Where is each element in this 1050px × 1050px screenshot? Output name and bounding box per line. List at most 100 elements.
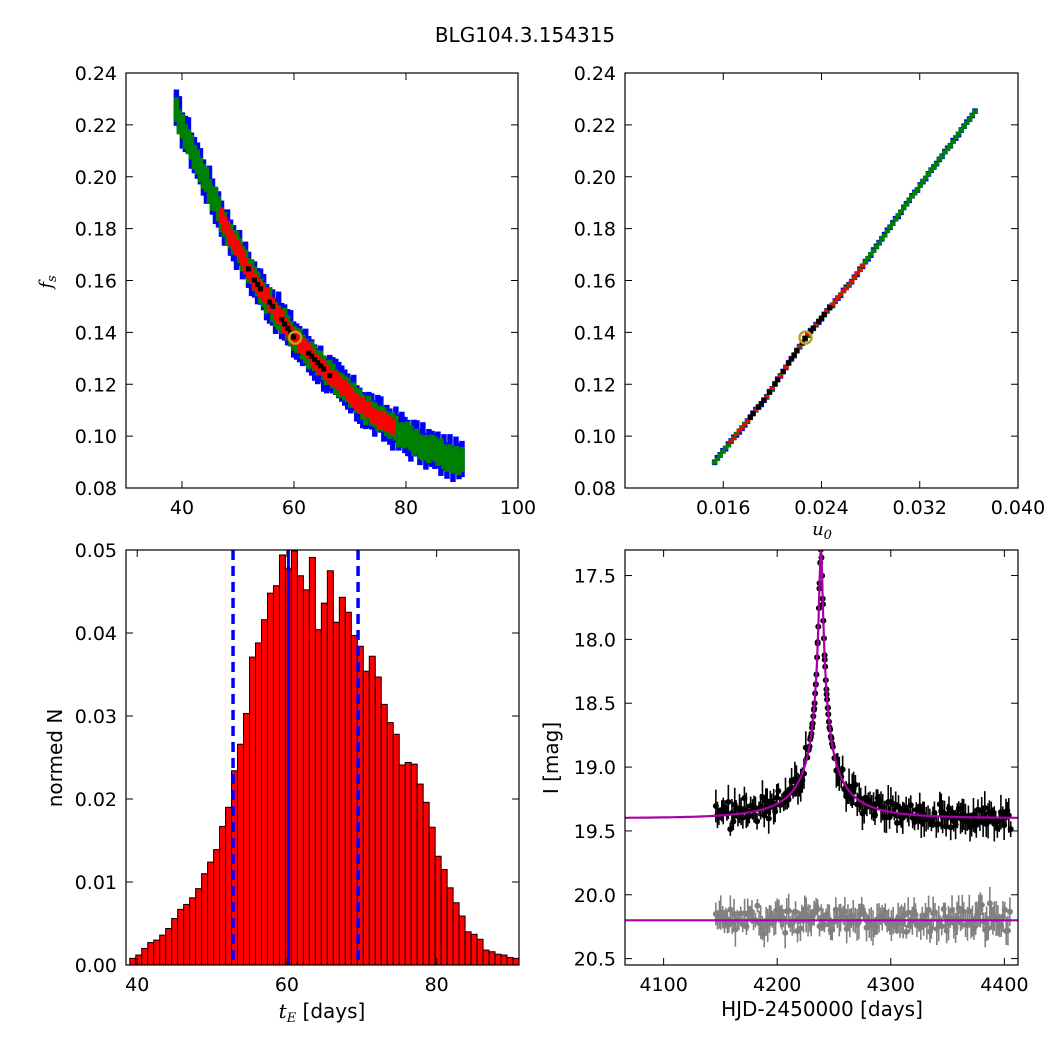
p2-inner-contour-cell — [733, 432, 740, 436]
p2-core-cell — [761, 397, 767, 403]
p1-core-cell — [267, 299, 273, 305]
p4-xtick-label: 4200 — [753, 974, 801, 996]
p1-middle-contour-cell — [405, 421, 411, 447]
data-point — [894, 819, 901, 826]
p1-core-cell — [246, 266, 252, 272]
p1-inner-contour-cell — [390, 418, 396, 435]
histogram-bar — [380, 703, 388, 966]
p1-inner-contour-cell — [378, 413, 384, 430]
histogram-bar — [266, 592, 274, 966]
histogram-bar — [452, 902, 460, 966]
residual-point — [986, 900, 993, 907]
p2-core-cell — [756, 404, 762, 410]
p3-ytick-label: 0.01 — [75, 872, 117, 894]
histogram-bar — [189, 897, 197, 966]
p1-core-cell — [309, 353, 315, 359]
p4-xtick-label: 4100 — [639, 974, 687, 996]
p2-inner-contour-cell — [731, 436, 737, 440]
histogram-bar — [249, 656, 257, 966]
p3-ytick-label: 0.02 — [75, 789, 117, 811]
p4-ytick-label: 20.5 — [574, 949, 616, 971]
data-point — [727, 826, 734, 833]
histogram-bar — [177, 908, 185, 966]
histogram-bar — [488, 951, 496, 966]
p1-middle-contour-cell — [212, 186, 219, 212]
p1-inner-contour-cell — [293, 330, 300, 346]
p1-inner-contour-cell — [345, 383, 351, 400]
p2-inner-contour-cell — [777, 374, 784, 378]
histogram-bar — [476, 938, 484, 966]
histogram-bar — [296, 575, 304, 966]
data-point — [911, 818, 918, 825]
histogram-bar — [446, 887, 454, 966]
p1-inner-contour-cell — [348, 388, 354, 404]
p2-middle-contour-cell — [870, 248, 877, 253]
p1-inner-contour-cell — [357, 397, 363, 414]
p1-xtick-label: 100 — [500, 497, 536, 519]
p4-ytick-label: 20.0 — [574, 885, 616, 907]
p1-middle-contour-cell — [438, 438, 444, 464]
p1-inner-contour-cell — [302, 340, 309, 357]
p1-core-cell — [318, 363, 324, 369]
p2-middle-contour-cell — [884, 228, 891, 234]
p4-ytick-label: 19.0 — [574, 757, 616, 779]
residual-point — [925, 906, 932, 913]
p2-xticks: 0.016 0.024 0.032 0.040 — [696, 73, 1045, 519]
data-point — [754, 818, 761, 825]
p1-middle-contour-cell — [179, 113, 186, 139]
p2-inner-contour-cell — [848, 280, 855, 283]
residual-point — [841, 908, 848, 915]
histogram-bar — [416, 783, 424, 966]
residual-point — [782, 929, 789, 936]
p2-core-cell — [794, 348, 800, 354]
residual-point — [905, 909, 912, 916]
p2-middle-contour-cell — [914, 187, 921, 192]
data-point — [935, 821, 942, 828]
p4-xtick-label: 4300 — [867, 974, 915, 996]
residual-point — [785, 907, 792, 914]
p1-middle-contour-cell — [435, 440, 441, 466]
residual-point — [978, 902, 985, 909]
p1-middle-contour-cell — [432, 436, 438, 462]
p2-middle-contour-cell — [720, 449, 726, 454]
p2-inner-contour-cell — [859, 264, 866, 267]
histogram-bar — [153, 939, 161, 966]
model-curve — [625, 550, 1018, 819]
p1-middle-contour-cell — [417, 434, 423, 460]
p1-inner-contour-cell — [233, 239, 240, 256]
p1-inner-contour-cell — [323, 364, 330, 381]
histogram-bar — [255, 642, 262, 966]
histogram-bar — [494, 953, 502, 966]
p3-xtick-label: 60 — [275, 974, 299, 996]
p1-inner-contour-cell — [242, 257, 249, 274]
p1-middle-contour-cell — [200, 164, 207, 189]
histogram-bar — [159, 934, 167, 966]
p1-middle-contour-cell — [182, 124, 189, 149]
p4-yticks: 17.5 18.0 18.5 19.0 19.5 20.0 20.5 — [574, 566, 1018, 971]
p1-middle-contour-cell — [399, 422, 405, 448]
p1-best-fit-marker — [287, 330, 303, 345]
p2-ytick-label: 0.12 — [574, 374, 616, 396]
p4-ytick-label: 17.5 — [574, 566, 616, 588]
p2-core-cell — [775, 377, 781, 383]
p2-middle-contour-cell — [933, 161, 940, 166]
p2-xlabel: u0 — [812, 519, 832, 543]
p1-plot-area — [173, 89, 465, 482]
p1-inner-contour-cell — [248, 267, 255, 283]
p1-inner-contour-cell — [227, 229, 234, 246]
p1-yticks: 0.08 0.10 0.12 0.14 0.16 0.18 0.20 0.22 0.24 — [75, 63, 518, 500]
p1-xtick-label: 60 — [282, 497, 306, 519]
histogram-bar — [506, 957, 514, 966]
figure-title: BLG104.3.154315 — [435, 23, 615, 47]
p2-inner-contour-cell — [835, 296, 841, 299]
p1-ytick-label: 0.12 — [75, 374, 117, 396]
p2-core-cell — [780, 369, 786, 375]
p2-middle-contour-cell — [966, 117, 973, 122]
p2-middle-contour-cell — [936, 157, 943, 162]
p2-middle-contour-cell — [939, 154, 945, 159]
p1-middle-contour-cell — [393, 415, 399, 441]
p3-ylabel: normed N — [43, 709, 67, 808]
p2-middle-contour-cell — [922, 175, 929, 181]
p2-xtick-label: 0.040 — [991, 497, 1045, 519]
p1-inner-contour-cell — [342, 380, 348, 396]
